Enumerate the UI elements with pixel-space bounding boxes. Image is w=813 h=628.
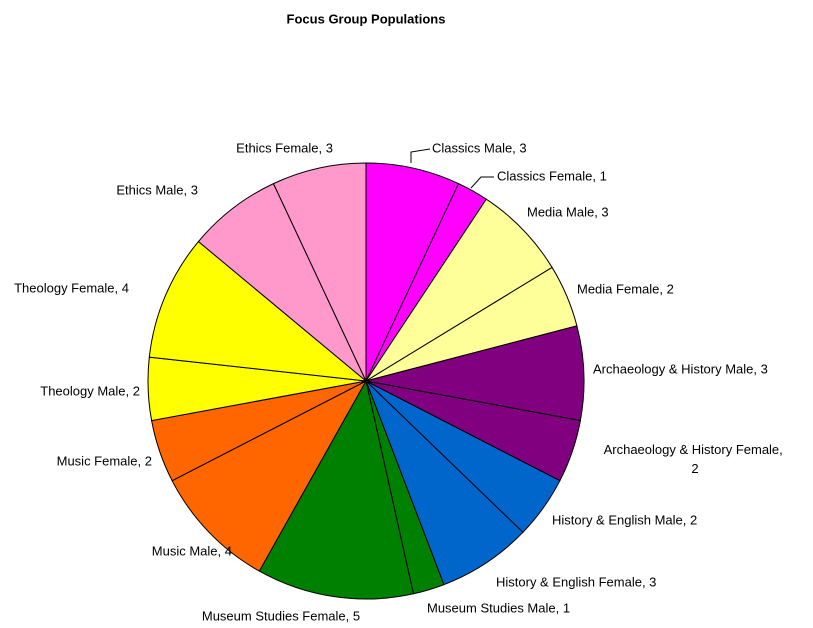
data-label: Theology Male, 2	[40, 383, 140, 398]
data-label: Classics Female, 1	[497, 168, 607, 183]
data-label: Classics Male, 3	[432, 140, 527, 155]
chart-title: Focus Group Populations	[287, 11, 446, 26]
data-label: History & English Male, 2	[552, 512, 697, 527]
data-label: Museum Studies Male, 1	[427, 600, 570, 615]
pie-slice	[258, 379, 414, 600]
data-label: Archaeology & History Male, 3	[593, 361, 768, 376]
pie-slice	[272, 162, 367, 382]
leader-line	[470, 176, 494, 189]
data-label: Archaeology & History Female, 2	[604, 442, 787, 476]
data-label: Music Female, 2	[57, 453, 152, 468]
data-label: Ethics Female, 3	[236, 140, 333, 155]
data-label: Theology Female, 4	[14, 280, 129, 295]
data-label: Media Female, 2	[577, 281, 674, 296]
data-label: Music Male, 4	[152, 543, 232, 558]
pie-slice	[148, 240, 368, 382]
data-label: Museum Studies Female, 5	[202, 608, 360, 623]
leader-line	[410, 148, 431, 163]
pie-slice	[171, 379, 368, 572]
data-label: Media Male, 3	[527, 204, 609, 219]
data-label: Ethics Male, 3	[116, 182, 198, 197]
data-label: History & English Female, 3	[496, 574, 656, 589]
